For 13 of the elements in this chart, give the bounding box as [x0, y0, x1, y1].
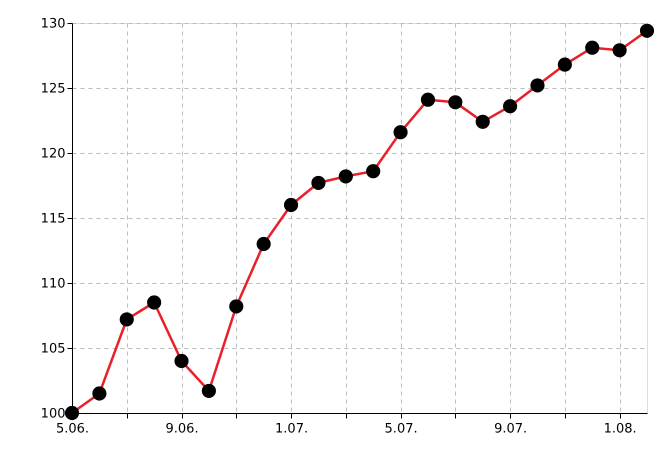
x-tick-label: 5.06.	[56, 422, 90, 436]
y-tick-label: 130	[40, 16, 66, 32]
y-tick-label: 110	[40, 276, 66, 292]
y-tick-label: 105	[40, 342, 66, 356]
y-tick-label: 125	[40, 82, 66, 96]
x-tick-label: 9.07.	[494, 422, 528, 436]
x-tick-label: 1.08.	[604, 422, 637, 436]
y-tick-label: 115	[40, 212, 66, 226]
x-tick-label: 5.07.	[384, 422, 418, 436]
x-tick-label: 1.07.	[275, 422, 308, 436]
x-tick-label: 9.06.	[165, 422, 199, 436]
y-tick-label: 100	[40, 406, 66, 422]
y-tick-label: 120	[40, 146, 66, 162]
